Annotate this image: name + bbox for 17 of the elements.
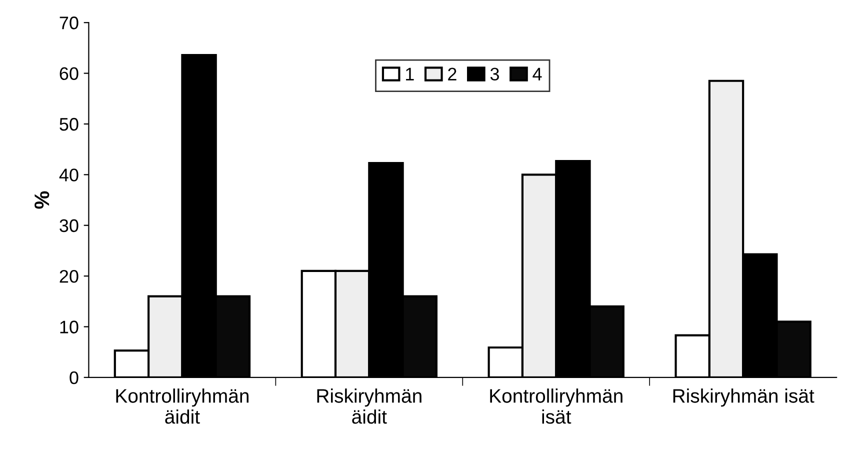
y-tick-label: 50 xyxy=(60,118,78,131)
legend-label: 2 xyxy=(448,68,456,80)
y-tick-label: 40 xyxy=(59,168,78,182)
y-tick-label: 10 xyxy=(60,320,78,334)
y-tick-label: 20 xyxy=(60,270,78,283)
y-tick-label: 60 xyxy=(60,67,78,80)
legend-label: 4 xyxy=(532,68,542,80)
y-tick-label: 30 xyxy=(60,219,78,232)
x-tick-label: Riskiryhmän äidit xyxy=(317,388,422,424)
y-tick-label: 70 xyxy=(60,16,78,30)
y-tick-label: 0 xyxy=(70,371,78,384)
legend-label: 1 xyxy=(406,68,414,80)
legend-label: 3 xyxy=(490,68,499,80)
x-tick-label: Kontrolliryhmän äidit xyxy=(116,388,248,424)
x-tick-label: Kontrolliryhmän isät xyxy=(490,388,622,424)
x-tick-label: Riskiryhmän isät xyxy=(673,388,814,407)
y-axis-title: % xyxy=(34,191,50,209)
